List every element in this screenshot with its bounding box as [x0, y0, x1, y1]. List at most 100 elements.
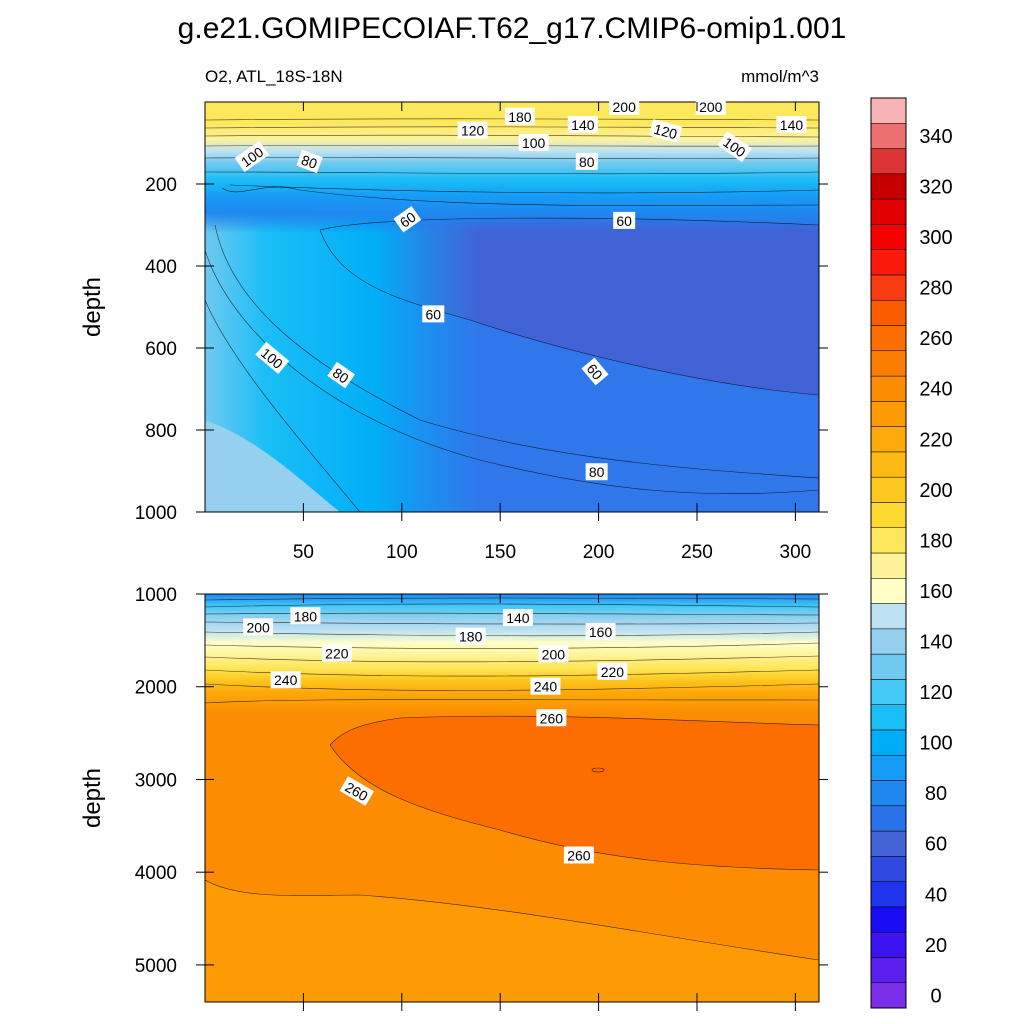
- upper-contour-label-box: [296, 149, 323, 174]
- upper-xtick-label: 200: [583, 542, 615, 563]
- colorbar-label: 160: [919, 581, 952, 603]
- upper-contour-label-text: 180: [508, 109, 532, 125]
- upper-contour-label-box: [717, 131, 752, 163]
- upper-top-shade: [205, 102, 819, 512]
- upper-contour-label-text: 120: [652, 121, 679, 143]
- colorbar-swatch: [870, 780, 907, 807]
- upper-contour-label-text: 140: [571, 117, 595, 133]
- colorbar-label: 40: [925, 884, 947, 906]
- upper-xtick-label: 100: [386, 542, 418, 563]
- upper-contour-label-box: [581, 357, 609, 386]
- upper-contour-label-text: 140: [780, 117, 804, 133]
- lower-contour-label-text: 220: [325, 645, 349, 661]
- colorbar-swatch: [870, 97, 907, 124]
- upper-contour-label: 120: [648, 118, 683, 144]
- lower-contour-label: 180: [455, 627, 486, 645]
- upper-contour-label: 60: [581, 357, 609, 386]
- lower-contour-label: 260: [536, 709, 567, 727]
- upper-contour-label-box: [393, 205, 422, 233]
- upper-contour-label-box: [327, 361, 355, 389]
- lower-ytick-label: 3000: [135, 770, 177, 791]
- colorbar-swatch: [870, 578, 907, 604]
- colorbar-swatch: [870, 679, 907, 705]
- figure-title: g.e21.GOMIPECOIAF.T62_g17.CMIP6-omip1.00…: [178, 12, 847, 45]
- colorbar-label: 220: [919, 429, 952, 451]
- right-subtitle: mmol/m^3: [741, 67, 819, 86]
- upper-contour-label-text: 60: [616, 213, 632, 229]
- colorbar-swatch: [870, 299, 907, 326]
- upper-contour-label-box: [613, 211, 636, 229]
- upper-contour-label: 60: [613, 211, 636, 229]
- upper-ytick-label: 400: [145, 257, 177, 278]
- lower-contour-label-box: [538, 645, 569, 663]
- lower-contour-label-text: 140: [506, 610, 530, 626]
- colorbar-label: 20: [925, 935, 947, 957]
- colorbar-swatch: [870, 754, 907, 781]
- lower-frame: [204, 593, 820, 1003]
- lower-contour-label: 200: [538, 645, 569, 663]
- upper-contour-label-box: [585, 463, 608, 481]
- colorbar-label: 80: [925, 783, 947, 805]
- colorbar-label: 180: [919, 530, 952, 552]
- colorbar-swatch: [870, 274, 907, 301]
- colorbar-swatch: [870, 653, 907, 680]
- colorbar-swatch: [870, 375, 907, 402]
- colorbar-swatch: [870, 350, 907, 377]
- lower-contour-label: 240: [270, 671, 301, 689]
- colorbar-swatch: [870, 148, 907, 175]
- upper-contour-label-text: 80: [589, 464, 605, 480]
- colorbar-swatch: [870, 704, 907, 731]
- lower-contour-label: 180: [290, 607, 321, 625]
- colorbar-frame: [870, 97, 907, 1009]
- lower-ylabel: depth: [79, 768, 106, 828]
- upper-contour-label-text: 60: [425, 306, 441, 322]
- upper-contour-label: 60: [393, 205, 422, 233]
- upper-ytick-label: 200: [145, 175, 177, 196]
- lower-contour-label: 140: [502, 609, 533, 627]
- upper-contour-label: 80: [327, 361, 355, 389]
- lower-contour-label-box: [530, 677, 561, 695]
- upper-xtick-label: 50: [293, 542, 314, 563]
- lower-contour-label: 160: [585, 623, 616, 641]
- colorbar-swatch: [870, 957, 907, 983]
- upper-ytick-label: 1000: [135, 503, 177, 524]
- colorbar-label: 340: [919, 126, 952, 148]
- upper-contour-label-box: [457, 121, 488, 139]
- upper-contour-label-box: [567, 115, 598, 133]
- upper-contour-label-box: [695, 97, 726, 115]
- lower-contour-label-text: 240: [274, 672, 298, 688]
- colorbar-label: 300: [919, 227, 952, 249]
- lower-contour-label-box: [270, 671, 301, 689]
- colorbar-label: 100: [919, 733, 952, 755]
- lower-field: [205, 594, 819, 1002]
- upper-contour-label-text: 80: [579, 154, 595, 170]
- colorbar-label: 260: [919, 328, 952, 350]
- lower-contour-label-text: 180: [294, 608, 318, 624]
- colorbar-label: 320: [919, 176, 952, 198]
- lower-contour-label-text: 160: [589, 624, 613, 640]
- colorbar-swatch: [870, 931, 907, 958]
- colorbar-label: 120: [919, 682, 952, 704]
- colorbar-label: 240: [919, 379, 952, 401]
- colorbar-swatch: [870, 451, 907, 478]
- lower-contour-label: 200: [243, 618, 274, 636]
- colorbar-swatch: [870, 552, 907, 579]
- upper-y-ticks: 200 400 600 800 1000: [135, 175, 828, 524]
- lower-contour-label-text: 200: [246, 619, 270, 635]
- lower-contour-label-text: 240: [534, 679, 558, 695]
- lower-contour-label-box: [455, 627, 486, 645]
- colorbar-swatch: [870, 805, 907, 832]
- upper-contour-label-box: [422, 305, 445, 323]
- colorbar-swatch: [870, 628, 907, 655]
- upper-contour-label-box: [575, 152, 598, 170]
- upper-contour-label: 200: [695, 97, 726, 115]
- upper-x-ticks: 50 100 150 200 250 300: [293, 102, 811, 563]
- colorbar-swatch: [870, 527, 907, 554]
- upper-contour-label: 140: [567, 115, 598, 133]
- lower-ytick-label: 5000: [135, 956, 177, 977]
- upper-contour-label-box: [255, 341, 290, 375]
- colorbar-swatch: [870, 249, 907, 276]
- lower-contour-label-box: [563, 846, 594, 864]
